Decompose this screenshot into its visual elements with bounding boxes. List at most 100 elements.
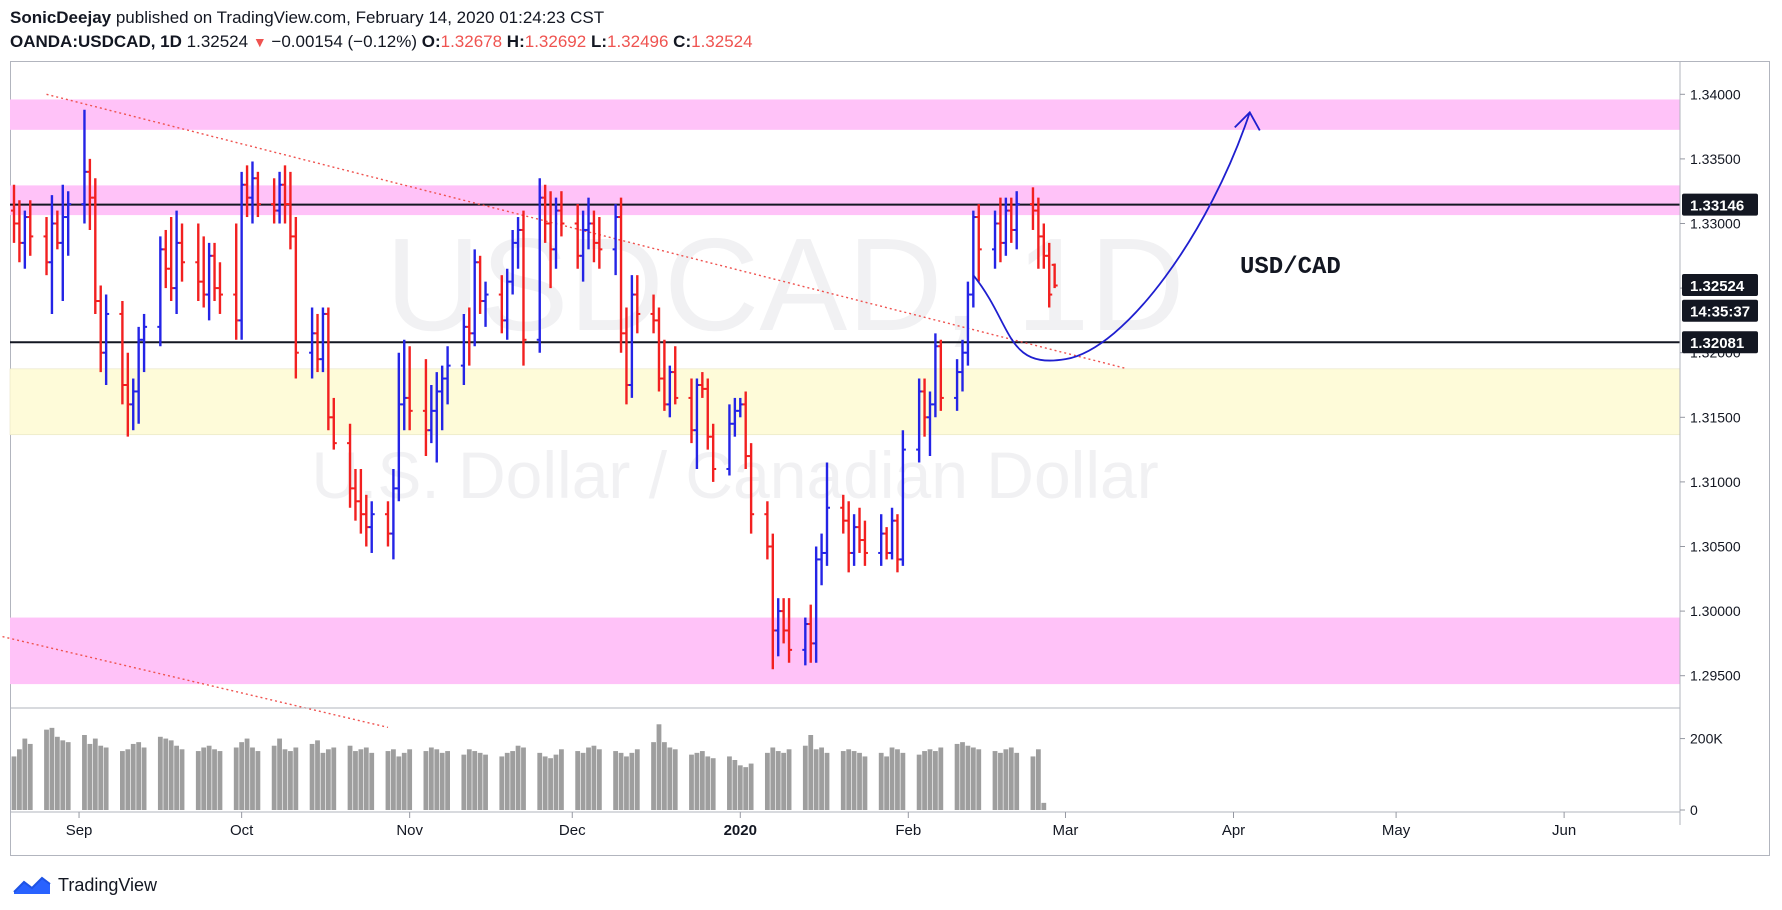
- ohlc-bar[interactable]: [254, 171, 261, 218]
- price-label-box: [1682, 193, 1758, 216]
- ohlc-bar[interactable]: [672, 346, 679, 405]
- volume-bar: [477, 752, 483, 810]
- ohlc-bar[interactable]: [233, 223, 240, 340]
- price-axis[interactable]: 1.340001.335001.330001.325001.320001.315…: [1679, 62, 1741, 825]
- ohlc-bar[interactable]: [406, 346, 413, 431]
- footer-brand[interactable]: TradingView: [58, 874, 158, 895]
- watermark-symbol: USDCAD, 1D: [385, 211, 1184, 358]
- ohlc-bar[interactable]: [54, 210, 61, 250]
- ohlc-bar[interactable]: [1013, 191, 1020, 250]
- symbol-name[interactable]: OANDA:USDCAD, 1D: [10, 32, 182, 51]
- open-label: O:: [421, 32, 441, 51]
- volume-bar: [157, 736, 163, 810]
- tradingview-logo-icon[interactable]: [12, 874, 52, 896]
- ohlc-bar[interactable]: [43, 217, 50, 276]
- projection-arrow[interactable]: [972, 110, 1261, 362]
- ohlc-bars[interactable]: [11, 109, 1058, 670]
- volume-bar: [65, 742, 71, 810]
- volume-bar: [434, 749, 440, 810]
- ohlc-bar[interactable]: [206, 242, 213, 321]
- price-label-text: 1.32081: [1690, 335, 1744, 352]
- ohlc-bar[interactable]: [216, 262, 223, 314]
- ohlc-bar[interactable]: [937, 339, 944, 411]
- ohlc-bar[interactable]: [330, 397, 337, 450]
- volume-bar: [705, 756, 711, 810]
- chart-frame[interactable]: [10, 61, 1770, 856]
- volume-bar: [559, 749, 564, 810]
- volume-bar: [900, 752, 906, 810]
- ohlc-bar[interactable]: [856, 507, 863, 553]
- ohlc-bar[interactable]: [141, 313, 148, 373]
- projection-curve[interactable]: [972, 112, 1251, 362]
- volume-bar: [699, 751, 705, 810]
- ohlc-bar[interactable]: [21, 210, 28, 269]
- volume-bar: [358, 749, 364, 810]
- volume-bar: [737, 765, 743, 810]
- ohlc-bar[interactable]: [975, 204, 982, 282]
- time-axis[interactable]: Sep Oct Nov Dec 2020 Feb Mar Apr May Jun: [10, 811, 1680, 839]
- ohlc-bar[interactable]: [861, 520, 868, 566]
- volume-bar: [353, 751, 358, 810]
- price-chart[interactable]: USDCAD, 1D U.S. Dollar / Canadian Dollar…: [0, 0, 1782, 870]
- volume-bar: [618, 752, 624, 810]
- volume-bar: [813, 749, 819, 810]
- ohlc-bar[interactable]: [786, 598, 793, 663]
- ohlc-bar[interactable]: [27, 200, 34, 256]
- ohlc-bar[interactable]: [878, 514, 885, 566]
- volume-bar: [428, 747, 434, 810]
- volume-bar: [483, 754, 488, 810]
- ohlc-bar[interactable]: [444, 346, 451, 405]
- ohlc-bar[interactable]: [824, 462, 830, 566]
- ohlc-bar[interactable]: [634, 275, 641, 334]
- ohlc-bar[interactable]: [851, 514, 858, 566]
- volume-bar: [857, 752, 862, 810]
- ohlc-bar[interactable]: [899, 430, 906, 566]
- ohlc-bar[interactable]: [168, 217, 175, 302]
- ohlc-bar[interactable]: [596, 217, 603, 269]
- ohlc-bar[interactable]: [97, 285, 104, 373]
- trend-line[interactable]: [46, 93, 1126, 369]
- ohlc-bar[interactable]: [157, 236, 164, 347]
- author-name[interactable]: SonicDeejay: [10, 8, 112, 27]
- ohlc-bar[interactable]: [1051, 263, 1058, 289]
- ohlc-bar[interactable]: [179, 223, 186, 282]
- volume-bar: [732, 760, 738, 810]
- ohlc-bar[interactable]: [710, 423, 717, 482]
- ohlc-bar[interactable]: [818, 533, 825, 586]
- ohlc-bar[interactable]: [319, 307, 326, 373]
- ohlc-bar[interactable]: [482, 281, 489, 327]
- volume-bar: [840, 751, 846, 810]
- low-label: L:: [590, 32, 607, 51]
- ohlc-bar[interactable]: [368, 501, 375, 553]
- ohlc-bar[interactable]: [558, 191, 565, 237]
- ohlc-bar[interactable]: [200, 236, 207, 308]
- ohlc-bar[interactable]: [889, 507, 896, 560]
- volume-bar: [271, 745, 277, 810]
- trend-line[interactable]: [0, 624, 389, 729]
- volume-bar: [596, 749, 602, 810]
- ohlc-bar[interactable]: [292, 217, 299, 379]
- price-tick-label: 1.29500: [1690, 668, 1741, 684]
- ohlc-bar[interactable]: [1046, 242, 1053, 308]
- ohlc-bar[interactable]: [211, 242, 218, 302]
- ohlc-bar[interactable]: [748, 443, 755, 534]
- volume-bar: [396, 756, 402, 810]
- ohlc-bar[interactable]: [173, 210, 180, 314]
- ohlc-bar[interactable]: [103, 294, 110, 385]
- volume-bar: [130, 743, 136, 810]
- volume-bar: [960, 742, 965, 810]
- price-tick-label: 1.30500: [1690, 539, 1741, 555]
- ohlc-bar[interactable]: [65, 191, 72, 256]
- ohlc-bar[interactable]: [162, 229, 169, 289]
- volume-bar: [288, 751, 293, 810]
- ohlc-bar[interactable]: [520, 210, 527, 366]
- annotation-title[interactable]: USD/CAD: [1240, 254, 1341, 281]
- volume-bar: [629, 752, 635, 810]
- volume-bar: [542, 756, 548, 810]
- time-tick-label: Apr: [1222, 822, 1245, 839]
- trend-lines[interactable]: [0, 93, 1126, 729]
- ohlc-bar[interactable]: [195, 223, 202, 302]
- volume-bar: [293, 747, 299, 810]
- ohlc-bar[interactable]: [883, 527, 890, 560]
- ohlc-bar[interactable]: [894, 514, 901, 573]
